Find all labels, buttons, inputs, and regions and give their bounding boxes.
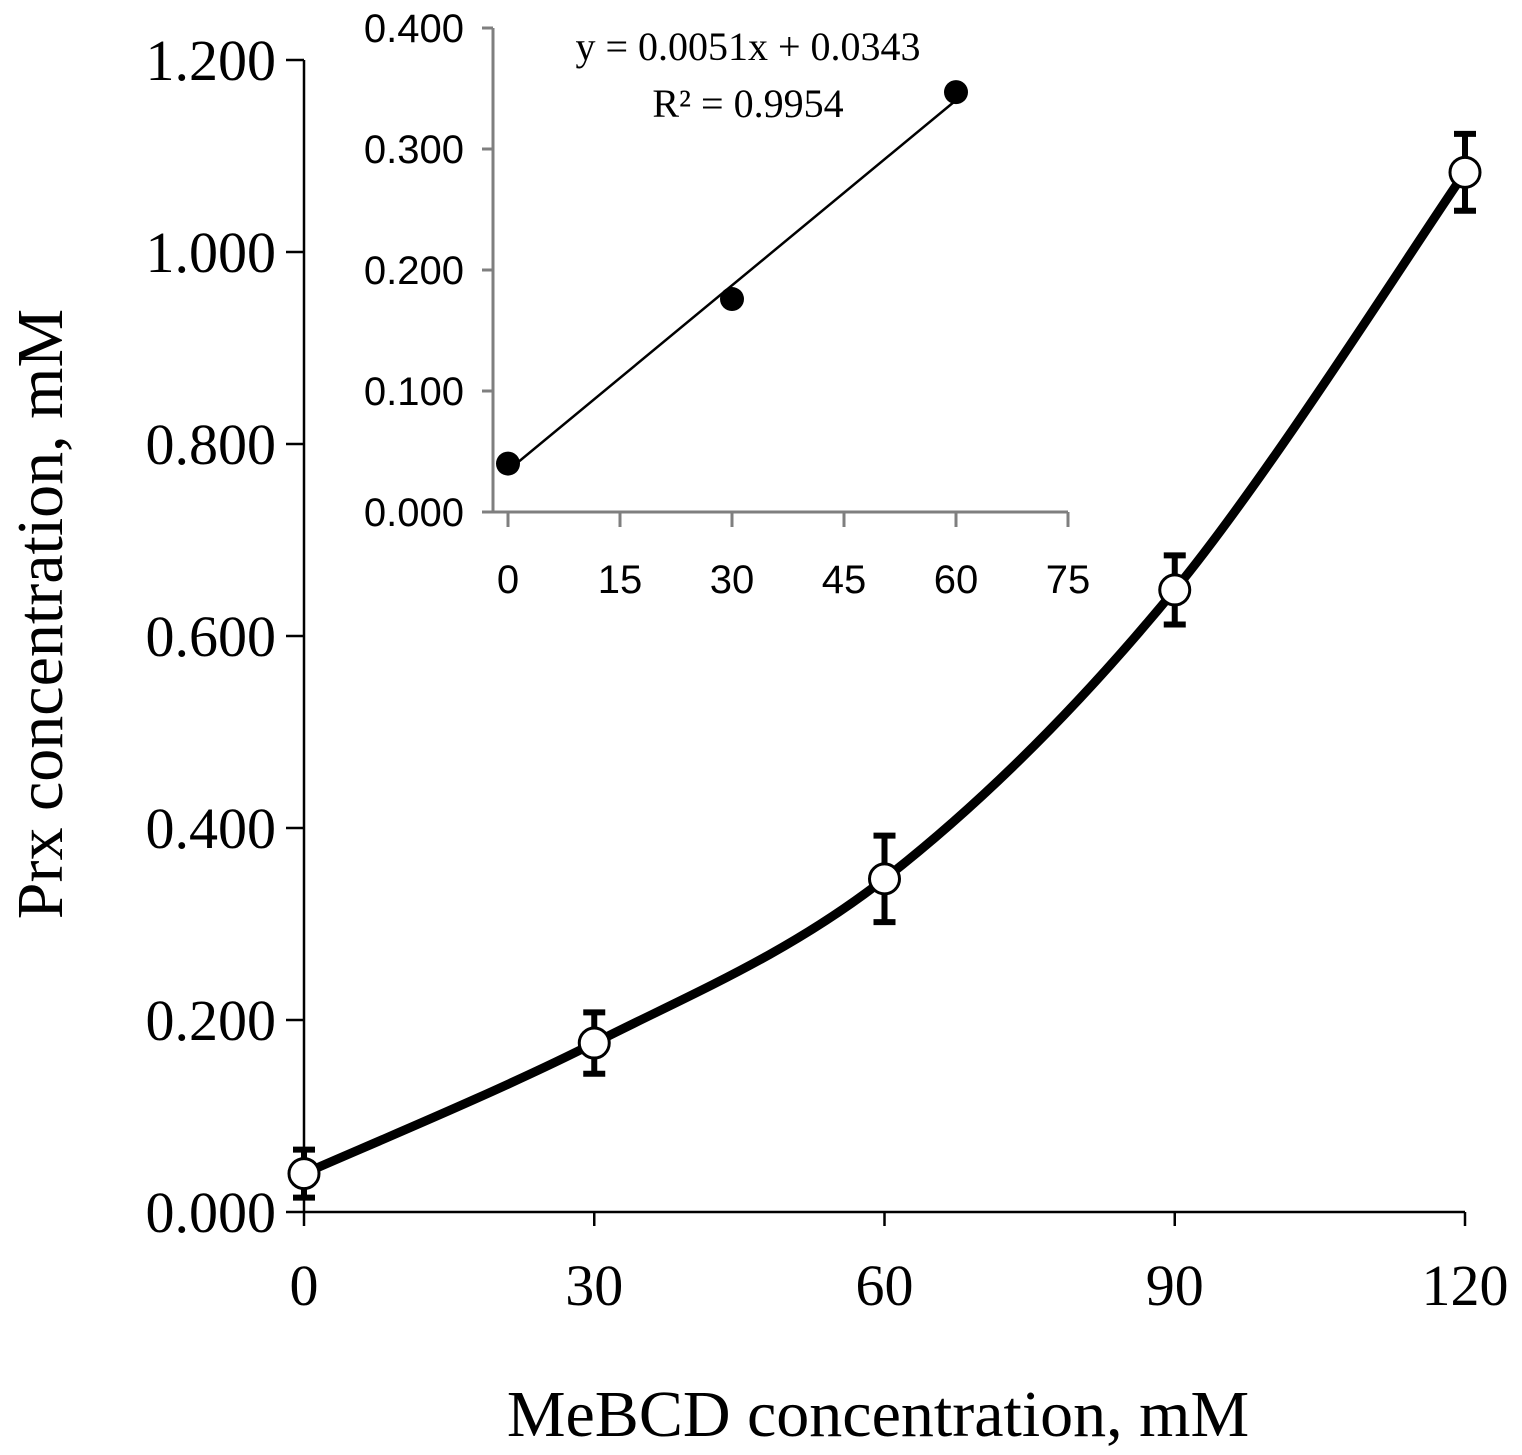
main-y-tick-label: 0.600: [146, 604, 277, 669]
main-x-tick-label: 0: [290, 1253, 319, 1318]
inset-data-point: [944, 80, 968, 105]
main-data-point: [287, 1157, 321, 1191]
inset-data-point: [720, 287, 744, 312]
main-data-point: [577, 1026, 611, 1060]
inset-x-tick-label: 45: [822, 558, 867, 602]
inset-chart: 0.000 0.100 0.200 0.300 0.400 0 15 30 45 60 75 y …: [364, 7, 1090, 602]
inset-y-tick-label: 0.200: [364, 249, 464, 293]
main-y-tick-label: 0.200: [146, 988, 277, 1053]
inset-data-point: [496, 451, 520, 476]
inset-y-tick-label: 0.400: [364, 7, 464, 51]
main-y-tick-label: 0.800: [146, 412, 277, 477]
inset-x-tick-label: 75: [1046, 558, 1091, 602]
main-x-tick-label: 90: [1146, 1253, 1204, 1318]
inset-y-tick-label: 0.100: [364, 370, 464, 414]
inset-y-tick-label: 0.000: [364, 491, 464, 535]
main-x-tick-label: 30: [565, 1253, 623, 1318]
main-data-point: [1158, 573, 1192, 607]
inset-r-squared: R² = 0.9954: [652, 81, 843, 126]
main-series-line: [299, 167, 1470, 1179]
inset-x-tick-label: 0: [497, 558, 519, 602]
inset-trendline: [507, 99, 957, 472]
main-y-tick-label: 1.000: [146, 220, 277, 285]
inset-equation: y = 0.0051x + 0.0343: [575, 24, 920, 69]
main-y-axis-label: Prx concentration, mM: [4, 309, 77, 919]
inset-x-tick-label: 60: [934, 558, 979, 602]
main-y-tick-label: 0.400: [146, 796, 277, 861]
main-x-tick-label: 60: [856, 1253, 914, 1318]
main-chart: 0.000 0.200 0.400 0.600 0.800 1.000 1.200 0 30 6…: [4, 28, 1509, 1451]
main-y-tick-label: 0.000: [146, 1180, 277, 1245]
main-data-point: [1448, 155, 1482, 189]
main-data-point: [868, 862, 901, 896]
main-x-tick-label: 120: [1422, 1253, 1509, 1318]
inset-x-tick-label: 30: [710, 558, 755, 602]
inset-x-tick-label: 15: [598, 558, 643, 602]
inset-y-tick-label: 0.300: [364, 128, 464, 172]
main-x-axis-label: MeBCD concentration, mM: [507, 1378, 1249, 1451]
main-y-tick-label: 1.200: [146, 28, 277, 93]
